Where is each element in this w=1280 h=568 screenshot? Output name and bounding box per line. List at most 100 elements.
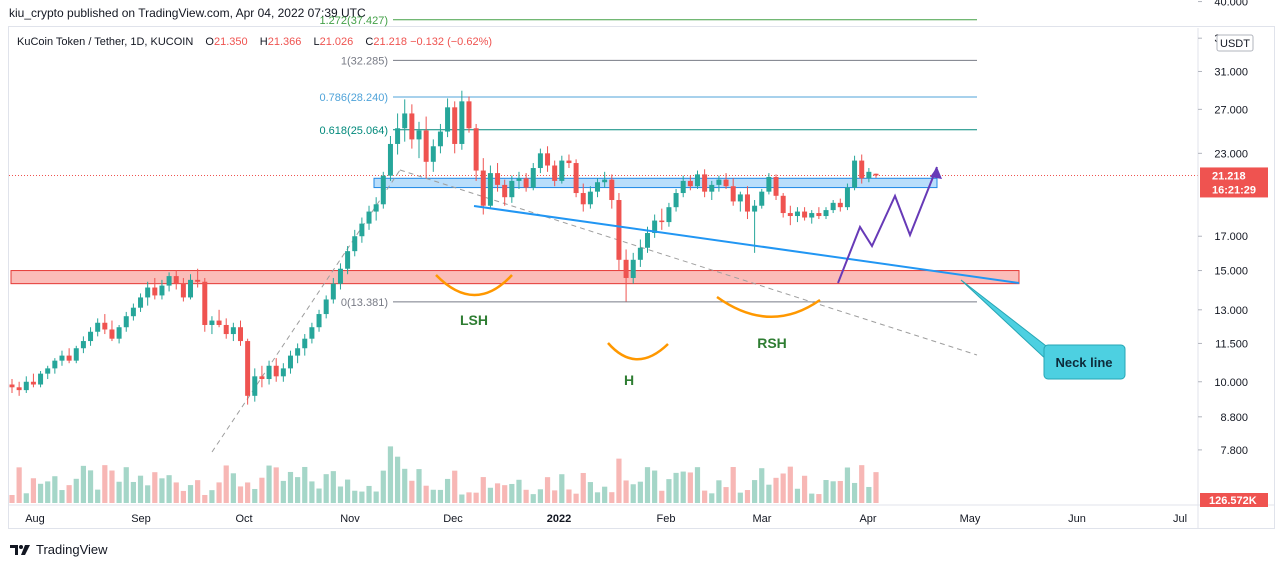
x-tick-label: May — [960, 513, 981, 525]
last-price-tag — [1200, 167, 1268, 198]
candle-body — [666, 207, 672, 223]
volume-bar — [30, 478, 37, 503]
candle-body — [202, 281, 208, 325]
x-tick-label: Dec — [443, 513, 463, 525]
volume-bar — [73, 478, 79, 503]
volume-bar — [152, 472, 158, 503]
volume-bar — [823, 480, 829, 503]
candle-body — [537, 153, 543, 169]
candle-body — [687, 180, 693, 187]
candle-body — [552, 165, 558, 181]
volume-bar — [209, 490, 215, 503]
volume-bar — [137, 475, 144, 503]
legend-close-value: 21.218 — [373, 36, 408, 48]
legend-change: −0.132 (−0.62%) — [410, 36, 493, 48]
candle-body — [237, 327, 243, 342]
candle-body — [466, 101, 472, 129]
volume-bar — [23, 493, 29, 503]
volume-bar — [459, 494, 465, 503]
candle-body — [837, 202, 843, 208]
volume-bar — [437, 489, 444, 503]
candle-body — [302, 338, 308, 349]
volume-bar — [730, 467, 736, 503]
candle-body — [166, 276, 172, 286]
candle-body — [38, 373, 44, 385]
y-tick-label: 40.000 — [1214, 0, 1248, 9]
fib-anchor-line — [399, 169, 978, 356]
candle-body — [580, 193, 586, 205]
volume-bar — [687, 472, 693, 503]
volume-bar — [80, 465, 87, 503]
legend-open-label: O — [205, 36, 214, 48]
volume-bar — [637, 481, 643, 503]
legend-low-label: L — [313, 36, 320, 48]
volume-bar — [559, 474, 565, 503]
candle-body — [145, 287, 151, 298]
x-tick-label: Apr — [859, 513, 876, 525]
candle-body — [595, 182, 601, 192]
volume-bar — [59, 490, 65, 503]
volume-bar — [416, 469, 422, 503]
volume-bar — [423, 485, 429, 503]
candle-body — [373, 204, 379, 212]
volume-bar — [537, 489, 543, 503]
volume-bar — [630, 484, 636, 503]
candle-body — [416, 130, 422, 140]
volume-bar — [187, 485, 194, 503]
candle-body — [230, 327, 236, 335]
volume-bar — [159, 478, 165, 503]
y-tick-label: 7.800 — [1220, 445, 1248, 457]
volume-bar — [744, 490, 751, 503]
candle-body — [787, 213, 793, 217]
volume-bar — [9, 495, 15, 503]
last-price-value: 21.218 — [1212, 170, 1246, 182]
candle-body — [694, 174, 700, 187]
x-tick-label: Aug — [25, 513, 45, 525]
volume-bar — [109, 470, 115, 503]
footer-brand[interactable]: TradingView — [10, 542, 108, 557]
volume-bar — [566, 489, 572, 503]
y-tick-label: 17.000 — [1214, 231, 1248, 243]
candle-body — [130, 307, 136, 317]
candle-body — [723, 179, 729, 187]
volume-bar — [609, 492, 615, 503]
volume-bar — [702, 490, 708, 503]
candle-body — [287, 355, 293, 369]
volume-bar — [694, 467, 701, 503]
candle-body — [680, 180, 686, 194]
candle-body — [587, 191, 593, 205]
volume-bar — [801, 475, 808, 503]
drawings — [9, 169, 1198, 453]
candle-body — [852, 160, 858, 188]
volume-bar — [123, 467, 129, 503]
tradingview-logo-icon — [10, 544, 30, 555]
candle-body — [502, 184, 508, 198]
candle-body — [873, 173, 879, 176]
volume-bar — [530, 494, 536, 503]
candle-body — [716, 179, 722, 185]
candle-body — [216, 320, 222, 325]
candle-body — [509, 180, 515, 198]
legend-close-label: C — [365, 36, 374, 48]
candle-body — [752, 205, 758, 212]
candle-body — [730, 186, 736, 202]
volume-bar — [709, 493, 715, 503]
volume-bar — [673, 472, 679, 503]
publisher-line: kiu_crypto published on TradingView.com,… — [9, 6, 366, 20]
y-tick-label: 10.000 — [1214, 377, 1248, 389]
candle-body — [138, 297, 144, 308]
volume-bar — [37, 483, 44, 503]
volume-bar — [602, 486, 608, 503]
legend-high-value: 21.366 — [267, 36, 302, 48]
volume-bar — [295, 477, 301, 503]
overlay: LSH H RSH Neck line — [435, 166, 1126, 388]
volume-bar — [859, 465, 865, 503]
candle-body — [480, 170, 486, 206]
fib-levels: 1.618(43.968)1.272(37.427)1(32.285)0.786… — [320, 15, 977, 309]
legend-high-label: H — [259, 36, 268, 48]
footer-brand-label: TradingView — [36, 542, 108, 557]
volume-bar — [52, 476, 58, 503]
candle-body — [52, 360, 58, 369]
candle-body — [844, 187, 850, 208]
